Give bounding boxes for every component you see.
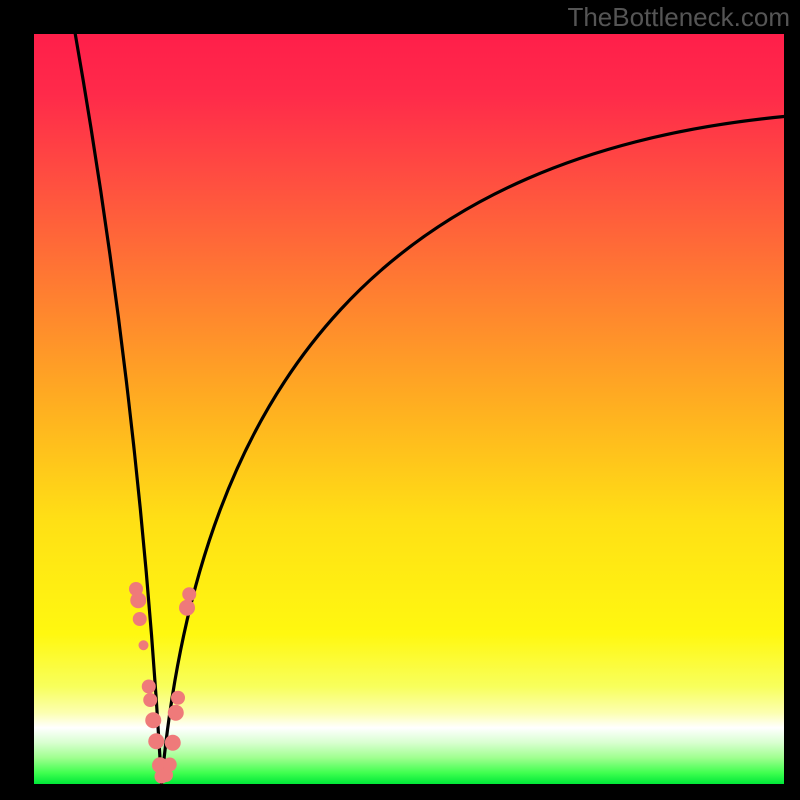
data-marker [139, 640, 149, 650]
data-marker [168, 705, 184, 721]
data-marker [179, 600, 195, 616]
data-marker [171, 691, 185, 705]
data-marker [142, 680, 156, 694]
watermark-label: TheBottleneck.com [567, 2, 790, 33]
data-marker [148, 733, 164, 749]
plot-svg [34, 34, 784, 784]
data-marker [130, 592, 146, 608]
gradient-background [34, 34, 784, 784]
data-marker [165, 735, 181, 751]
data-marker [145, 712, 161, 728]
data-marker [143, 693, 157, 707]
plot-area [34, 34, 784, 784]
data-marker [182, 587, 196, 601]
chart-stage: TheBottleneck.com [0, 0, 800, 800]
data-marker [133, 612, 147, 626]
data-marker [163, 758, 177, 772]
